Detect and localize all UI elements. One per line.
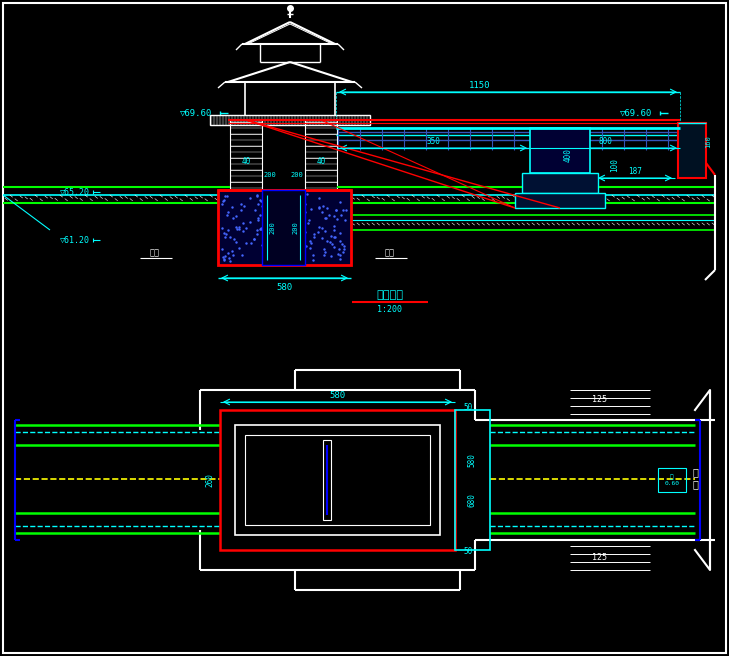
Text: 350: 350 — [426, 138, 440, 146]
Text: 580: 580 — [329, 390, 345, 400]
Text: 200: 200 — [269, 222, 275, 234]
Text: ▽69.60: ▽69.60 — [620, 108, 652, 117]
Bar — [323, 440, 331, 520]
Text: 50: 50 — [464, 403, 472, 413]
Text: 40: 40 — [316, 157, 326, 167]
Text: ▽69.60: ▽69.60 — [180, 108, 212, 117]
Bar — [220, 410, 455, 550]
Text: 纵断面图: 纵断面图 — [376, 290, 403, 300]
Text: ▽61.20: ▽61.20 — [60, 236, 90, 245]
Bar — [305, 120, 337, 265]
Text: 1150: 1150 — [469, 81, 491, 91]
Bar — [530, 128, 590, 173]
Bar — [658, 468, 686, 492]
Text: 187: 187 — [628, 167, 642, 176]
Bar — [245, 435, 430, 525]
Text: ▽65.20: ▽65.20 — [60, 188, 90, 197]
Text: 1:200: 1:200 — [378, 306, 402, 314]
Bar — [515, 193, 605, 208]
Text: 580: 580 — [467, 453, 477, 467]
Bar — [218, 190, 351, 265]
Bar — [230, 120, 262, 265]
Text: 路路: 路路 — [385, 249, 395, 258]
Text: 路路: 路路 — [150, 249, 160, 258]
Text: 顶
视: 顶 视 — [692, 467, 698, 489]
Text: 160: 160 — [705, 136, 711, 148]
Text: 200: 200 — [292, 222, 298, 234]
Bar — [210, 115, 370, 125]
Text: 200: 200 — [291, 172, 303, 178]
Text: 125: 125 — [593, 396, 607, 405]
Text: 40: 40 — [241, 157, 251, 167]
Text: 580: 580 — [276, 283, 292, 293]
Text: 50: 50 — [464, 548, 472, 556]
Text: 800: 800 — [598, 138, 612, 146]
Bar — [678, 123, 706, 178]
Bar — [455, 410, 490, 550]
Text: 400: 400 — [564, 148, 572, 162]
Text: 125: 125 — [593, 554, 607, 562]
Text: 680: 680 — [467, 493, 477, 507]
Text: 顶
0.60: 顶 0.60 — [665, 474, 679, 485]
Text: 260: 260 — [206, 473, 214, 487]
Bar — [262, 190, 305, 265]
Text: 100: 100 — [610, 158, 620, 172]
Bar — [235, 425, 440, 535]
Bar — [522, 173, 598, 193]
Text: 200: 200 — [264, 172, 276, 178]
